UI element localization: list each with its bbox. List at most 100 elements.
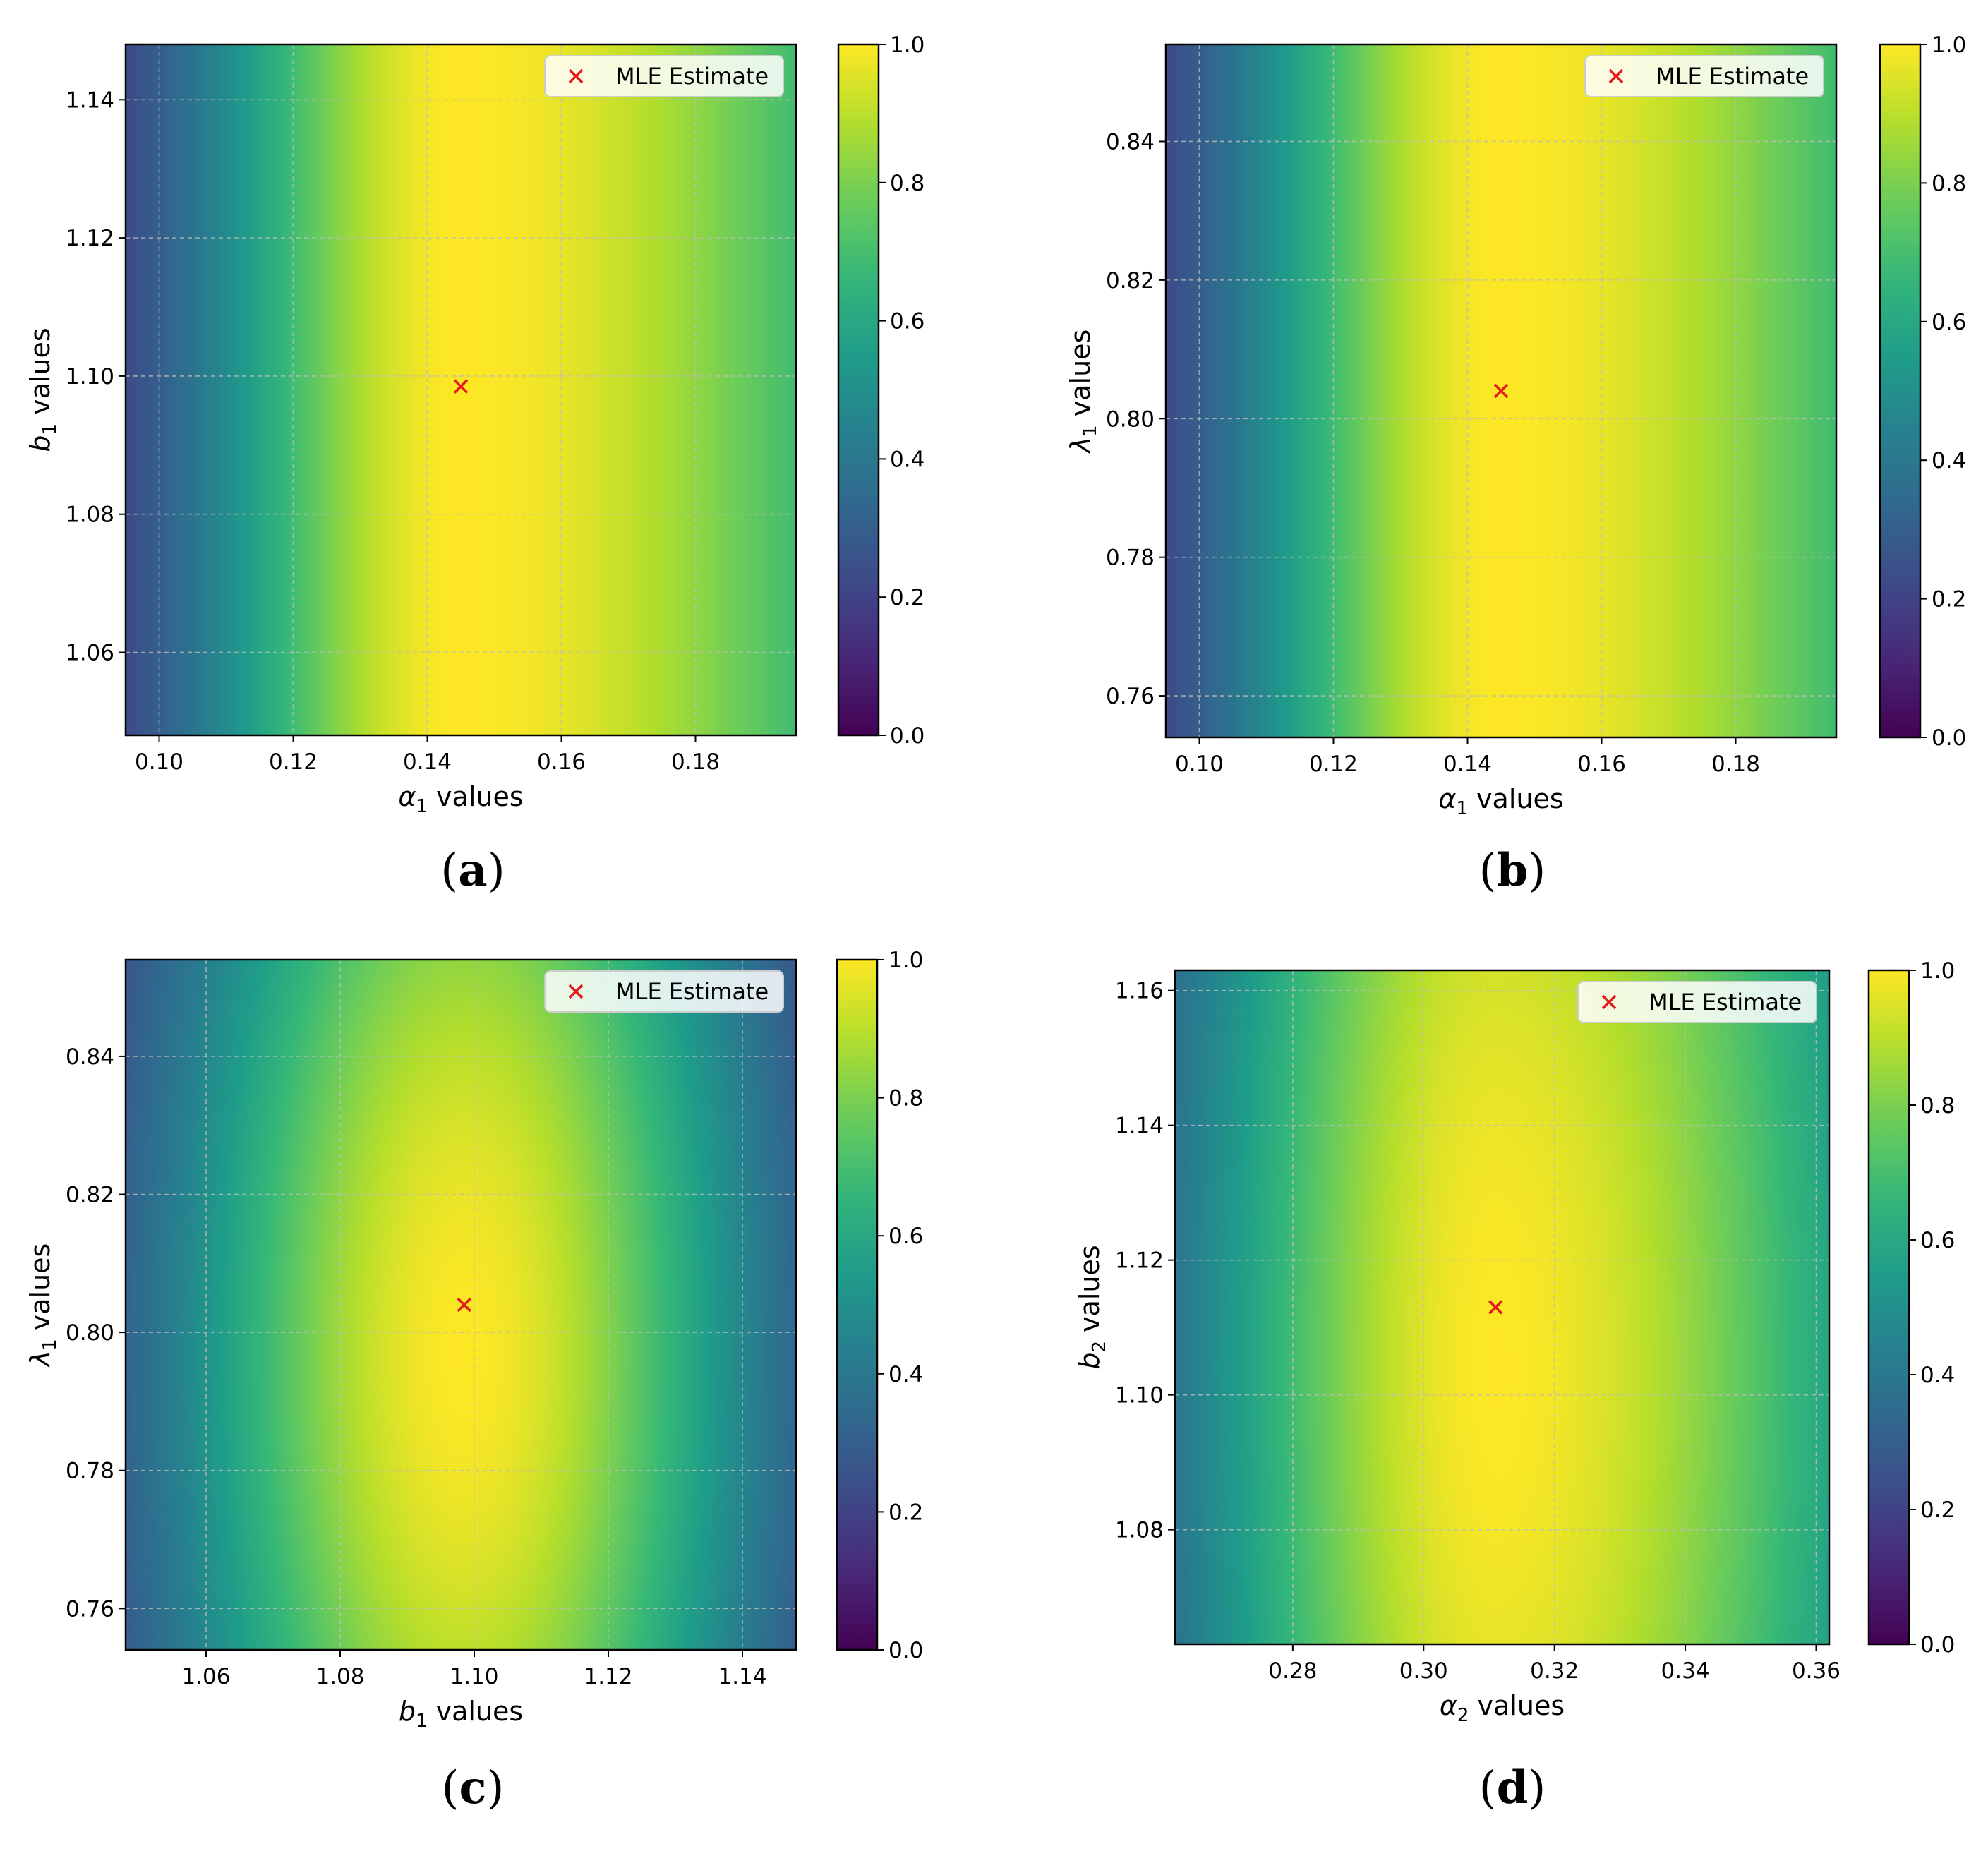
legend-label: MLE Estimate [1649, 989, 1802, 1015]
colorbar-tick-label: 0.4 [890, 447, 924, 472]
panel-d: 0.28 0.30 0.32 0.34 0.36 1.08 1.10 1.12 1.14 1.16… [1074, 958, 1955, 1814]
mle-estimate-marker [1488, 1300, 1503, 1315]
plot-frame [1164, 43, 1838, 739]
legend-label: MLE Estimate [615, 63, 769, 90]
colorbar-tick-label: 0.6 [890, 309, 924, 334]
legend-box [1584, 55, 1824, 97]
colorbar-tick-label: 0.0 [1920, 1632, 1955, 1658]
legend: MLE Estimate [544, 970, 784, 1013]
colorbar-tick-label: 0.6 [888, 1224, 923, 1249]
colorbar-tick-label: 0.8 [1920, 1093, 1955, 1119]
x-tick-label: 0.10 [135, 749, 183, 775]
colorbar-tick-label: 0.8 [890, 171, 924, 196]
colorbar-tick-label: 0.6 [1920, 1228, 1955, 1253]
panel-c: 1.06 1.08 1.10 1.12 1.14 0.76 0.78 0.80 0.82 0.84… [25, 948, 923, 1814]
y-axis-label: λ1 values [25, 1243, 61, 1368]
x-axis-label: α1 values [398, 781, 523, 817]
panel-caption: (d) [1479, 1761, 1546, 1814]
x-tick-label: 0.10 [1175, 752, 1224, 777]
y-tick-label: 1.14 [66, 88, 114, 113]
y-tick-label: 0.80 [1106, 406, 1155, 432]
x-tick-label: 1.06 [181, 1664, 230, 1689]
colorbar-tick-label: 0.2 [1932, 587, 1966, 613]
colorbar-tick-label: 1.0 [1920, 958, 1955, 984]
colorbar: 0.0 0.2 0.4 0.6 0.8 1.0 [837, 32, 924, 749]
y-tick-label: 1.12 [1115, 1248, 1164, 1274]
x-axis-label: α1 values [1438, 783, 1563, 819]
x-tick-label: 0.14 [403, 749, 452, 775]
legend-box [1577, 981, 1817, 1023]
panel-caption: (a) [440, 844, 505, 897]
x-tick-label: 1.10 [450, 1664, 498, 1689]
x-tick-label: 1.12 [584, 1664, 632, 1689]
colorbar-tick-label: 0.8 [1932, 171, 1966, 196]
x-tick-label: 0.16 [537, 749, 586, 775]
legend-marker-icon [568, 984, 584, 999]
colorbar-tick-label: 0.4 [1932, 448, 1966, 474]
plot-frame [124, 958, 797, 1651]
x-tick-label: 0.18 [671, 749, 720, 775]
y-tick-label: 0.80 [66, 1320, 114, 1346]
colorbar-tick-label: 0.0 [1932, 725, 1966, 751]
x-tick-label: 0.14 [1443, 752, 1492, 777]
colorbar-tick-label: 0.4 [888, 1362, 923, 1387]
colorbar-tick-label: 0.0 [890, 723, 924, 749]
colorbar-tick-label: 0.4 [1920, 1363, 1955, 1388]
legend-marker-icon [1608, 68, 1624, 84]
colorbar-tick-label: 0.2 [888, 1500, 923, 1525]
y-tick-label: 1.16 [1115, 979, 1164, 1004]
y-tick-label: 0.82 [1106, 268, 1155, 294]
colorbar-tick-label: 0.8 [888, 1086, 923, 1111]
x-tick-label: 1.14 [718, 1664, 766, 1689]
panel-b: 0.10 0.12 0.14 0.16 0.18 0.76 0.78 0.80 0.82 0.84… [1065, 32, 1966, 897]
panel-a: 0.10 0.12 0.14 0.16 0.18 1.06 1.08 1.10 1.12 1.14… [25, 32, 924, 897]
mle-estimate-marker [1493, 383, 1509, 399]
legend-marker-icon [1601, 994, 1617, 1010]
panel-caption: (c) [442, 1761, 505, 1814]
colorbar-tick-label: 0.2 [1920, 1497, 1955, 1523]
x-tick-label: 0.32 [1530, 1658, 1579, 1684]
y-axis-label: λ1 values [1065, 330, 1101, 454]
colorbar-gradient [1867, 969, 1910, 1646]
colorbar-tick-label: 0.6 [1932, 310, 1966, 335]
colorbar-tick-label: 1.0 [890, 32, 924, 58]
y-tick-label: 1.08 [1115, 1518, 1164, 1543]
x-tick-label: 0.12 [1309, 752, 1358, 777]
colorbar-tick-label: 1.0 [1932, 32, 1966, 58]
plot-frame [124, 43, 797, 737]
colorbar-tick-label: 0.2 [890, 585, 924, 610]
x-axis-label: α2 values [1440, 1690, 1565, 1726]
x-tick-label: 0.34 [1661, 1658, 1710, 1684]
colorbar-gradient [837, 43, 880, 737]
y-tick-label: 0.82 [66, 1183, 114, 1208]
heatmap-surface [126, 44, 796, 735]
mle-estimate-marker [453, 379, 469, 394]
y-tick-label: 0.76 [1106, 684, 1155, 709]
colorbar-gradient [1879, 43, 1922, 739]
legend-label: MLE Estimate [1656, 63, 1809, 90]
y-tick-label: 0.84 [1106, 129, 1155, 155]
y-tick-label: 1.10 [66, 364, 114, 390]
colorbar-tick-label: 1.0 [888, 948, 923, 973]
y-tick-label: 1.12 [66, 226, 114, 251]
y-axis-label: b1 values [25, 327, 61, 452]
colorbar: 0.0 0.2 0.4 0.6 0.8 1.0 [1879, 32, 1966, 751]
legend: MLE Estimate [1577, 981, 1817, 1023]
x-tick-label: 0.12 [269, 749, 318, 775]
x-tick-label: 0.28 [1268, 1658, 1317, 1684]
y-tick-label: 0.78 [66, 1459, 114, 1484]
colorbar: 0.0 0.2 0.4 0.6 0.8 1.0 [836, 948, 923, 1663]
y-tick-label: 1.10 [1115, 1383, 1164, 1409]
y-tick-label: 0.84 [66, 1044, 114, 1070]
colorbar-gradient [836, 958, 879, 1651]
y-tick-label: 0.76 [66, 1596, 114, 1622]
mle-estimate-marker [457, 1297, 471, 1313]
y-axis-label: b2 values [1074, 1245, 1110, 1369]
y-tick-label: 1.08 [66, 502, 114, 528]
legend-marker-icon [568, 68, 584, 84]
plot-frame [1174, 969, 1831, 1646]
y-tick-label: 1.14 [1115, 1114, 1164, 1139]
y-tick-label: 1.06 [66, 641, 114, 666]
